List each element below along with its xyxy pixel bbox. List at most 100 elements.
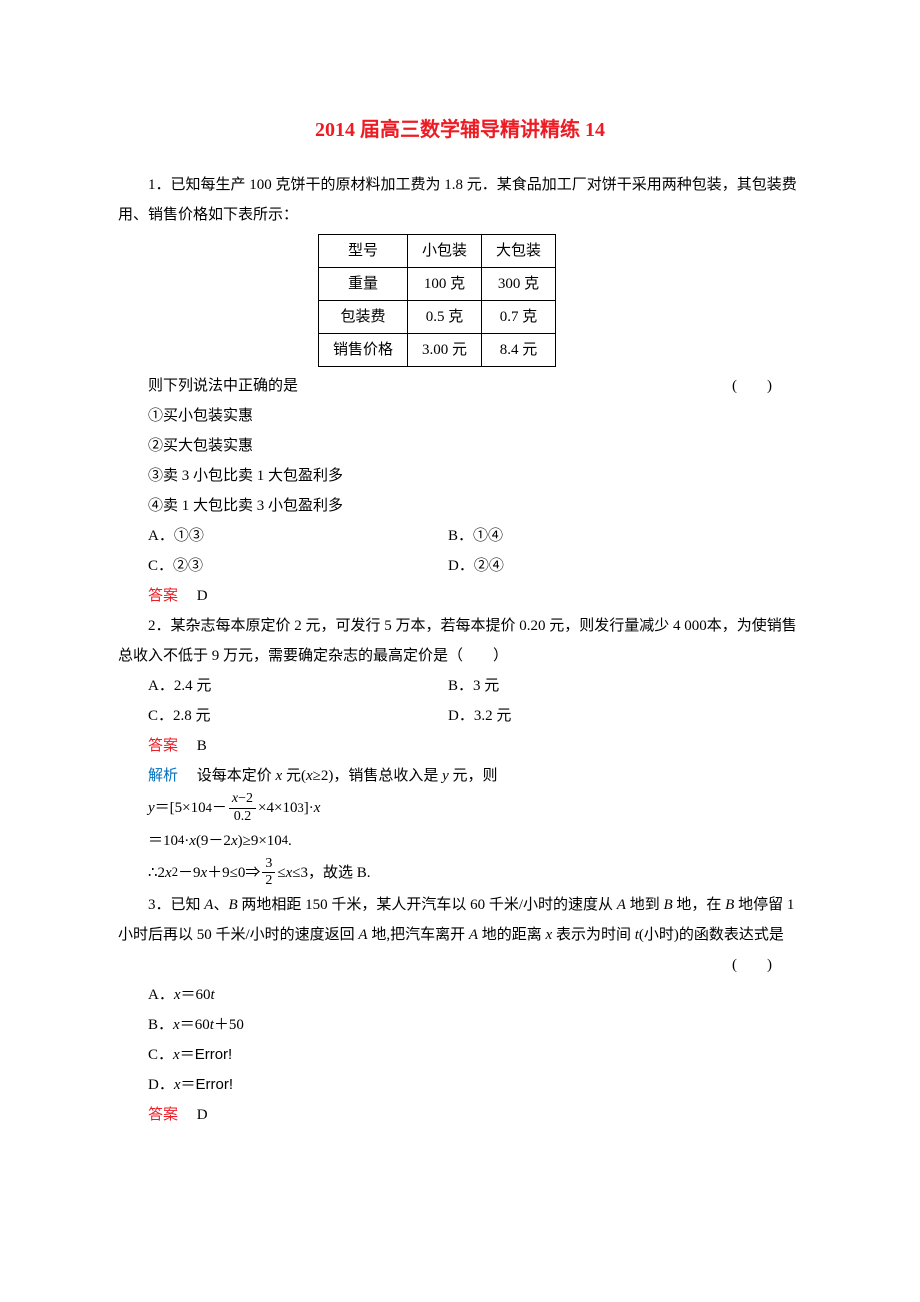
var-x: x [286,858,293,888]
q2-exp-d: 元，则 [449,768,498,784]
var-A: A [469,927,478,943]
var-A: A [358,927,367,943]
q3-optC: C．x＝Error! [118,1040,802,1070]
q1-s3: ③卖 3 小包比卖 1 大包盈利多 [118,461,802,491]
table-row: 销售价格 3.00 元 8.4 元 [319,334,556,367]
oD-a: D． [148,1077,174,1093]
f3c: ＋9≤0⇒ [207,858,260,888]
q3-ig: 地,把汽车离开 [368,927,469,943]
cell: 0.7 克 [482,301,556,334]
var-x: x [165,858,172,888]
q1-lead-row: 则下列说法中正确的是 ( ) [118,371,802,401]
f1b: － [212,793,227,823]
q3-optB: B．x＝60t＋50 [118,1010,802,1040]
f2c: (9－2 [196,826,231,856]
table-row: 重量 100 克 300 克 [319,268,556,301]
oA-b: ＝60 [181,987,211,1003]
fraction: 32 [262,856,275,891]
q2-opts-row1: A．2.4 元 B．3 元 [118,671,802,701]
q2-explain-row: 解析 设每本定价 x 元(x≥2)，销售总收入是 y 元，则 [118,761,802,791]
answer-label: 答案 [148,588,178,604]
q1-answer [182,588,197,604]
q2-exp-c: ≥2)，销售总收入是 [313,768,442,784]
var-x: x [314,793,321,823]
var-y: y [148,793,155,823]
q3-lead-row: ( ) [118,950,802,980]
q2-exp-b: 元( [282,768,306,784]
var-x: x [173,1017,180,1033]
cell: 0.5 克 [408,301,482,334]
fraction: xx－2−20.2 [229,791,256,826]
table-row: 型号 小包装 大包装 [319,235,556,268]
var-x: x [231,826,238,856]
f3e: ≤3，故选 B. [292,858,370,888]
q3-ij: (小时)的函数表达式是 [639,927,784,943]
q2-optD: D．3.2 元 [448,701,748,731]
q3-answer-row: 答案 D [118,1100,802,1130]
var-x: x [189,826,196,856]
q2-intro: 2．某杂志每本原定价 2 元，可发行 5 万本，若每本提价 0.20 元，则发行… [118,611,802,671]
q3-optA: A．x＝60t [118,980,802,1010]
var-x: x [174,1077,181,1093]
cell: 3.00 元 [408,334,482,367]
q2-opts-row2: C．2.8 元 D．3.2 元 [118,701,802,731]
q1-s4: ④卖 1 大包比卖 3 小包盈利多 [118,491,802,521]
f2d: )≥9×10 [238,826,282,856]
var-x: x [200,858,207,888]
q1-s1: ①买小包装实惠 [118,401,802,431]
error-text: Error! [195,1046,233,1063]
q1-opts-row1: A．①③ B．①④ [118,521,802,551]
oB-b: ＝60 [180,1017,210,1033]
q2-formula-3: ∴2x2－9x＋9≤0⇒32≤x≤3，故选 B. [118,856,802,891]
answer-label: 答案 [148,738,178,754]
oC-b: ＝ [180,1047,195,1063]
q2-optA: A．2.4 元 [148,671,448,701]
f1a: ＝[5×10 [155,793,206,823]
explain-label: 解析 [148,768,178,784]
q1-opts-row2: C．②③ D．②④ [118,551,802,581]
q3-optD: D．x＝Error! [118,1070,802,1100]
q3-ie: 地，在 [673,897,726,913]
q2-optB: B．3 元 [448,671,748,701]
cell: 大包装 [482,235,556,268]
q1-lead: 则下列说法中正确的是 [148,371,298,401]
q2-exp-a: 设每本定价 [197,768,276,784]
q1-s2: ②买大包装实惠 [118,431,802,461]
q3-answer-val: D [197,1107,208,1123]
oB-a: B． [148,1017,173,1033]
q1-intro: 1．已知每生产 100 克饼干的原材料加工费为 1.8 元．某食品加工厂对饼干采… [118,170,802,230]
oB-c: ＋50 [214,1017,244,1033]
f2e: . [288,826,292,856]
cell: 重量 [319,268,408,301]
error-text: Error! [196,1076,234,1093]
q1-table: 型号 小包装 大包装 重量 100 克 300 克 包装费 0.5 克 0.7 … [318,234,556,367]
answer-label: 答案 [148,1107,178,1123]
f1c: ×4×10 [258,793,297,823]
q3-paren: ( ) [732,950,772,980]
q1-optD: D．②④ [448,551,748,581]
q3-ic: 两地相距 150 千米，某人开汽车以 60 千米/小时的速度从 [238,897,617,913]
q3-id: 地到 [626,897,664,913]
q3-ia: 3．已知 [148,897,204,913]
oD-b: ＝ [181,1077,196,1093]
cell: 100 克 [408,268,482,301]
q1-answer-row: 答案 D [118,581,802,611]
oC-a: C． [148,1047,173,1063]
var-B: B [725,897,734,913]
f1d: ]· [304,793,314,823]
cell: 8.4 元 [482,334,556,367]
var-t: t [211,987,215,1003]
cell: 300 克 [482,268,556,301]
q1-optC: C．②③ [148,551,448,581]
var-B: B [228,897,237,913]
table-row: 包装费 0.5 克 0.7 克 [319,301,556,334]
var-y: y [442,768,449,784]
cell: 型号 [319,235,408,268]
f2a: ＝10 [148,826,178,856]
cell: 小包装 [408,235,482,268]
q2-answer-row: 答案 B [118,731,802,761]
var-x: x [306,768,313,784]
q1-optA: A．①③ [148,521,448,551]
q3-ih: 地的距离 [478,927,546,943]
var-x: x [173,1047,180,1063]
